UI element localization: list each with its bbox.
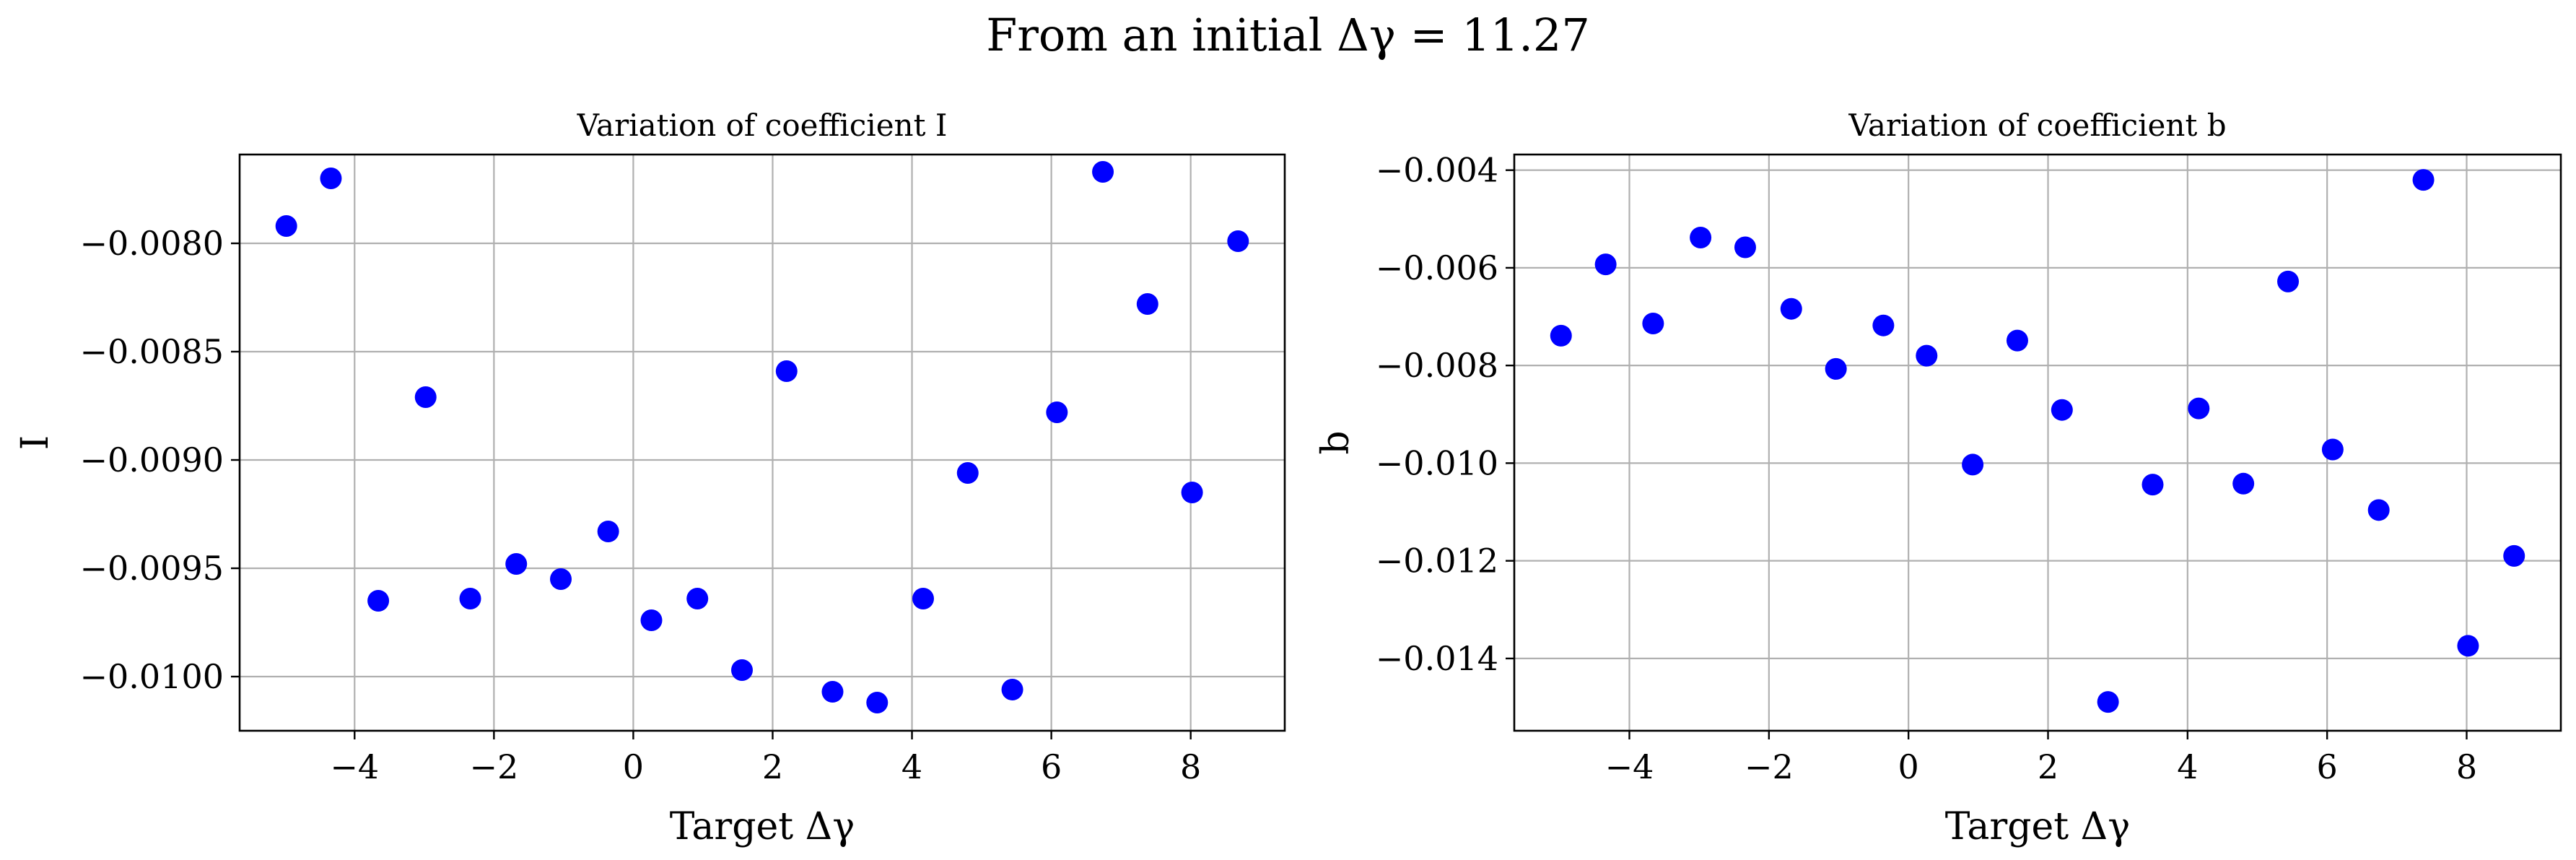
x-tick-label: 4 (2177, 747, 2198, 786)
y-tick-label: −0.0100 (80, 657, 224, 696)
data-point (1825, 357, 1847, 380)
y-tick-label: −0.0085 (80, 332, 224, 371)
x-tick-label: −4 (1605, 747, 1654, 786)
data-point (275, 215, 297, 237)
subplot-title: Variation of coefficient b (1848, 108, 2226, 143)
x-tick-label: −4 (330, 747, 379, 786)
data-point (320, 168, 342, 189)
y-tick-label: −0.0095 (80, 549, 224, 588)
data-point (1550, 324, 1572, 347)
data-point (1916, 344, 1938, 367)
data-point (1046, 401, 1068, 423)
x-tick-label: −2 (469, 747, 518, 786)
y-tick-label: −0.0080 (80, 224, 224, 263)
chart-panel-coefficient-b: −4 −2 0 2 4 6 8 −0.004 −0.006 −0.008 −0.010 −0.012 −… (1314, 108, 2562, 848)
x-tick-label: 4 (901, 747, 922, 786)
x-tick-label: 2 (762, 747, 783, 786)
data-point (414, 386, 437, 408)
x-tick-label: 6 (2317, 747, 2338, 786)
x-tick-label: 2 (2038, 747, 2058, 786)
data-point (550, 568, 572, 590)
chart-panel-coefficient-i: −4 −2 0 2 4 6 8 −0.0080 −0.0085 −0.0090 −0.0095 −0.… (14, 108, 1286, 848)
data-point (1001, 679, 1023, 700)
x-axis-label: Target Δγ (670, 805, 855, 848)
figure-suptitle: From an initial Δγ = 11.27 (986, 9, 1590, 61)
data-point (2321, 438, 2344, 461)
data-point (912, 588, 934, 609)
data-point (1181, 482, 1203, 503)
y-tick-label: −0.006 (1376, 248, 1498, 287)
data-point (731, 659, 754, 681)
plot-frame (238, 153, 1286, 732)
data-point (1092, 161, 1114, 183)
data-point (1962, 453, 1984, 476)
y-axis-label: I (14, 435, 57, 451)
data-point (640, 609, 663, 631)
data-point (686, 588, 709, 609)
subplot-title: Variation of coefficient I (577, 108, 948, 143)
data-point (956, 462, 979, 484)
data-point (821, 681, 844, 703)
y-tick-label: −0.010 (1376, 443, 1498, 482)
data-point (2097, 691, 2119, 713)
data-point (1872, 314, 1895, 336)
data-point (1594, 253, 1617, 276)
x-tick-label: 8 (1180, 747, 1201, 786)
data-point (1136, 293, 1158, 315)
data-point (2457, 635, 2479, 657)
data-point (2367, 499, 2390, 521)
data-point (2006, 329, 2028, 352)
data-point (2232, 472, 2255, 495)
data-point (1780, 297, 1802, 320)
data-point (1227, 230, 1249, 252)
y-tick-label: −0.014 (1376, 639, 1498, 678)
data-point (505, 553, 528, 575)
x-axis-label: Target Δγ (1945, 805, 2131, 848)
data-point (866, 692, 888, 713)
data-point (1642, 312, 1664, 334)
data-point (459, 588, 481, 609)
x-tick-label: 0 (1898, 747, 1919, 786)
y-axis-label: b (1314, 430, 1358, 454)
data-point (775, 360, 798, 382)
x-tick-label: 6 (1041, 747, 1062, 786)
data-point (367, 590, 390, 612)
x-tick-label: 8 (2456, 747, 2477, 786)
data-point (2503, 544, 2525, 567)
y-tick-label: −0.012 (1376, 542, 1498, 581)
plot-frame (1513, 153, 2562, 732)
y-tick-label: −0.004 (1376, 151, 1498, 190)
data-point (2277, 270, 2300, 292)
data-point (1690, 226, 1712, 248)
data-point (2051, 399, 2073, 421)
x-tick-label: −2 (1745, 747, 1794, 786)
y-tick-label: −0.0090 (80, 440, 224, 479)
data-point (597, 521, 619, 542)
data-point (1734, 236, 1756, 259)
y-tick-label: −0.008 (1376, 346, 1498, 385)
data-point (2188, 397, 2210, 420)
data-point (2412, 169, 2435, 191)
x-tick-label: 0 (623, 747, 644, 786)
data-point (2141, 474, 2164, 496)
